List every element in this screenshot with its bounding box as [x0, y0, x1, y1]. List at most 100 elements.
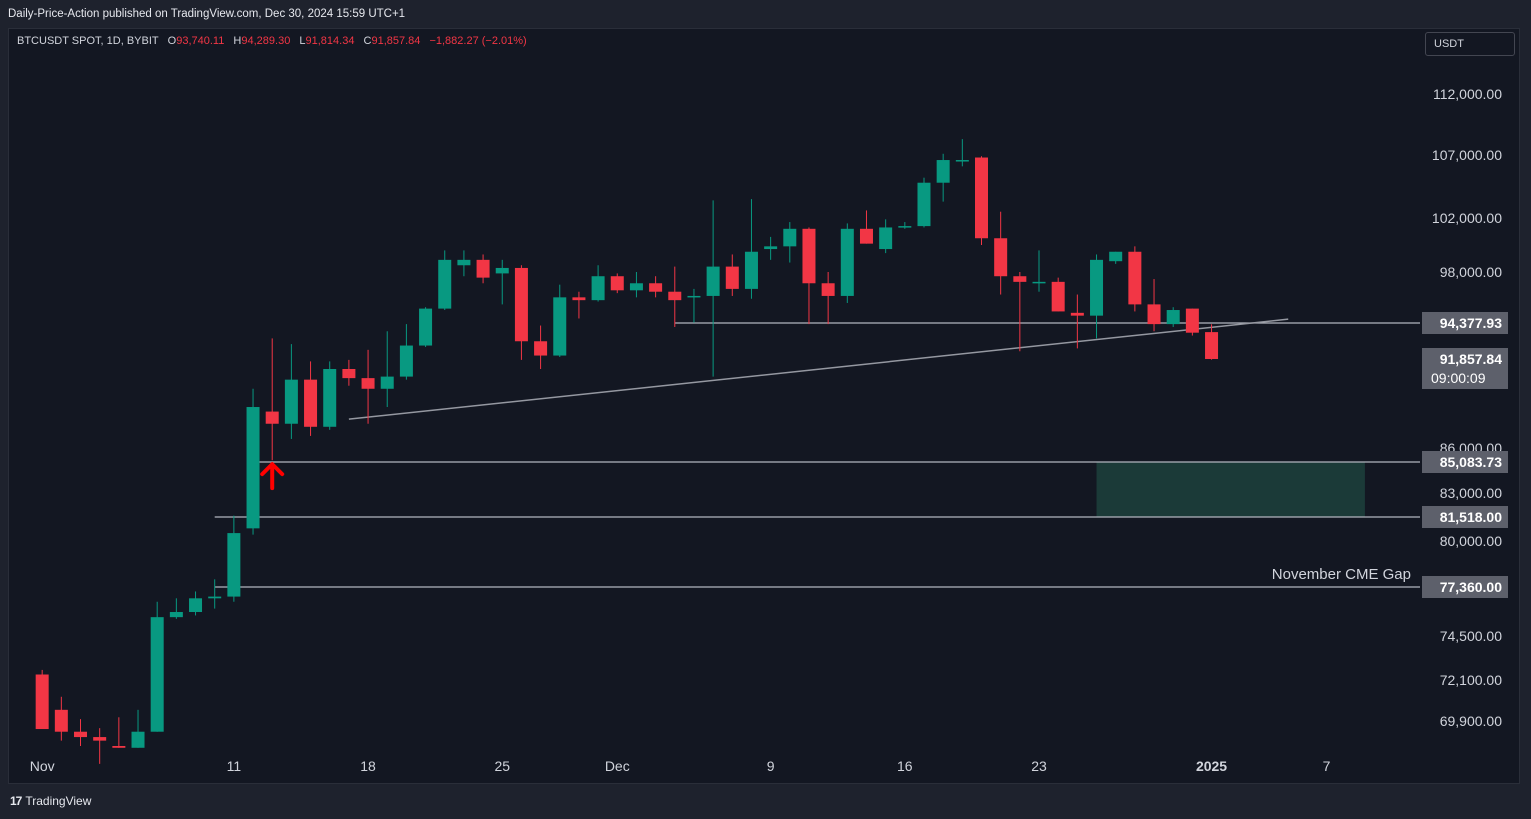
candle-body [476, 259, 490, 278]
candle-body [1185, 308, 1199, 333]
x-tick-label: 2025 [1196, 758, 1227, 774]
candle-body [112, 746, 126, 748]
level-price-badge [1422, 576, 1508, 598]
y-tick-label: 80,000.00 [1440, 533, 1502, 549]
candle-body [859, 228, 873, 244]
open-value: 93,740.11 [176, 35, 225, 47]
last-price-label: 91,857.84 [1440, 351, 1502, 367]
x-tick-label: 16 [897, 758, 913, 774]
y-tick-label: 72,100.00 [1440, 672, 1502, 688]
candle-body [1166, 310, 1180, 325]
x-tick-label: 11 [227, 758, 242, 774]
candle-body [514, 267, 528, 342]
high-key: H [233, 35, 242, 47]
candle-body [304, 379, 318, 427]
high-value: 94,289.30 [241, 35, 291, 47]
candle-body [399, 345, 413, 377]
candle-body [840, 228, 854, 296]
candle-body [1205, 332, 1219, 359]
footer-bar [0, 785, 1531, 819]
x-tick-label: 23 [1031, 758, 1047, 774]
candle-body [1051, 281, 1065, 312]
trendline [348, 318, 1289, 420]
y-tick-label: 83,000.00 [1440, 485, 1502, 501]
candle-body [265, 411, 279, 424]
candle-body [802, 228, 816, 284]
y-tick-label: 102,000.00 [1432, 210, 1502, 226]
level-price-label: 81,518.00 [1440, 509, 1502, 525]
candle-body [208, 596, 222, 599]
level-price-label: 77,360.00 [1440, 579, 1502, 595]
candle-body [764, 246, 778, 250]
candle-body [74, 731, 88, 738]
candle-body [361, 378, 375, 389]
chart-frame[interactable] [8, 28, 1520, 784]
tradingview-logo[interactable]: 17 TradingView [10, 794, 91, 808]
candle-body [1013, 276, 1027, 282]
candle-body [687, 295, 701, 298]
last-price-badge [1422, 348, 1508, 389]
candle-body [131, 731, 145, 748]
candle-body [744, 251, 758, 289]
candle-body [495, 267, 509, 274]
candle-body [879, 227, 893, 250]
close-value: 91,857.84 [371, 35, 421, 47]
level-price-label: 85,083.73 [1440, 454, 1502, 470]
candle-body [975, 157, 988, 239]
candle-body [54, 709, 68, 732]
tradingview-logo-icon: 17 [10, 794, 22, 808]
candle-body [169, 612, 183, 618]
candle-body [1128, 251, 1142, 305]
candle-body [1070, 312, 1084, 316]
candle-body [553, 297, 567, 356]
candle-body [591, 276, 605, 301]
candle-body [227, 533, 241, 597]
candle-body [1109, 251, 1123, 262]
level-annotation: November CME Gap [1272, 566, 1411, 583]
x-tick-label: Dec [605, 758, 630, 774]
candle-body [610, 276, 624, 291]
up-arrow-icon [260, 462, 285, 491]
y-tick-label: 98,000.00 [1440, 264, 1502, 280]
candle-body [438, 259, 452, 309]
candle-body [284, 379, 298, 424]
y-tick-label: 112,000.00 [1433, 86, 1502, 102]
y-tick-label: 74,500.00 [1440, 628, 1502, 644]
candle-body [189, 598, 203, 613]
y-tick-label: 107,000.00 [1432, 147, 1502, 163]
candle-body [955, 160, 969, 162]
candle-body [936, 160, 950, 183]
x-tick-label: 7 [1323, 758, 1331, 774]
countdown-label: 09:00:09 [1431, 370, 1486, 386]
candle-body [150, 617, 164, 732]
candle-body [725, 266, 739, 289]
candle-body [649, 283, 663, 292]
candle-body [246, 407, 260, 529]
candle-body [994, 238, 1008, 277]
level-price-badge [1422, 312, 1508, 334]
candle-body [898, 226, 912, 228]
candle-body [323, 369, 337, 427]
candle-body [419, 308, 433, 346]
x-tick-label: Nov [30, 758, 55, 774]
symbol-label: BTCUSDT SPOT, 1D, BYBIT [17, 35, 159, 47]
low-key: L [299, 35, 306, 47]
level-price-badge [1422, 451, 1508, 473]
candle-body [917, 182, 931, 227]
candle-body [706, 266, 720, 296]
level-price-label: 94,377.93 [1440, 315, 1502, 331]
candle-body [1147, 304, 1161, 325]
tradingview-logo-text: TradingView [25, 794, 92, 808]
currency-button[interactable]: USDT [1425, 32, 1515, 56]
candle-body [93, 737, 107, 741]
candle-body [572, 297, 586, 301]
ohlc-legend: BTCUSDT SPOT, 1D, BYBIT O93,740.11 H94,2… [17, 35, 533, 47]
publisher-line: Daily-Price-Action published on TradingV… [8, 8, 406, 20]
candle-body [783, 228, 797, 247]
y-tick-label: 69,900.00 [1440, 713, 1502, 729]
candle-body [668, 291, 682, 301]
candle-body [629, 283, 643, 291]
open-key: O [167, 35, 177, 47]
candle-body [821, 283, 835, 296]
